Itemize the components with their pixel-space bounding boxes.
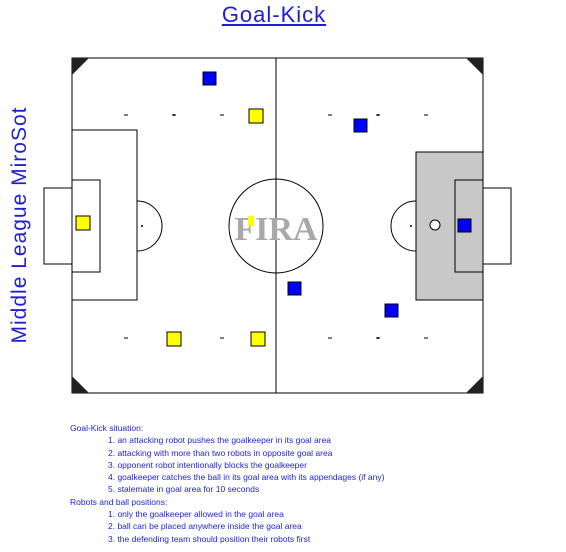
position-item: 1. only the goalkeeper allowed in the go… bbox=[108, 509, 284, 520]
fira-logo: FIRA bbox=[234, 211, 318, 248]
yellow-goalkeeper-robot bbox=[75, 215, 91, 231]
situation-item: 1. an attacking robot pushes the goalkee… bbox=[108, 435, 332, 446]
rules-notes: Goal-Kick situation: 1. an attacking rob… bbox=[70, 422, 550, 545]
blue-robot bbox=[353, 118, 368, 133]
situation-item: 2. attacking with more than two robots i… bbox=[108, 447, 333, 458]
right-penalty-area bbox=[415, 151, 484, 301]
blue-robot bbox=[384, 303, 399, 318]
situation-item: 3. opponent robot intentionally blocks t… bbox=[108, 459, 307, 470]
right-goal bbox=[482, 187, 512, 265]
yellow-robot bbox=[166, 331, 182, 347]
corner-bottom-right bbox=[466, 376, 483, 393]
left-goal bbox=[43, 187, 73, 265]
blue-robot bbox=[202, 71, 217, 86]
corner-top-right bbox=[466, 58, 483, 75]
right-penalty-spot bbox=[410, 225, 412, 227]
situation-item: 5. stalemate in goal area for 10 seconds bbox=[108, 484, 260, 495]
right-penalty-arc bbox=[390, 200, 417, 252]
corner-top-left bbox=[72, 58, 89, 75]
goal-kick-situation-heading: Goal-Kick situation: bbox=[70, 423, 144, 433]
left-penalty-spot bbox=[141, 225, 143, 227]
field-boundary bbox=[71, 57, 484, 394]
left-penalty-arc bbox=[136, 200, 163, 252]
yellow-robot-partial bbox=[248, 216, 254, 226]
positions-heading: Robots and ball positions: bbox=[70, 496, 168, 507]
position-item: 2. ball can be placed anywhere inside th… bbox=[108, 521, 302, 532]
yellow-robot bbox=[248, 108, 264, 124]
blue-robot bbox=[287, 281, 302, 296]
ball bbox=[429, 219, 441, 231]
corner-bottom-left bbox=[72, 376, 89, 393]
situation-item: 4. goalkeeper catches the ball in its go… bbox=[108, 472, 385, 483]
center-circle bbox=[228, 178, 324, 274]
position-item: 3. the defending team should position th… bbox=[108, 533, 311, 544]
yellow-robot bbox=[250, 331, 266, 347]
blue-goalkeeper-robot bbox=[457, 218, 472, 233]
page-title: Goal-Kick bbox=[221, 2, 327, 27]
